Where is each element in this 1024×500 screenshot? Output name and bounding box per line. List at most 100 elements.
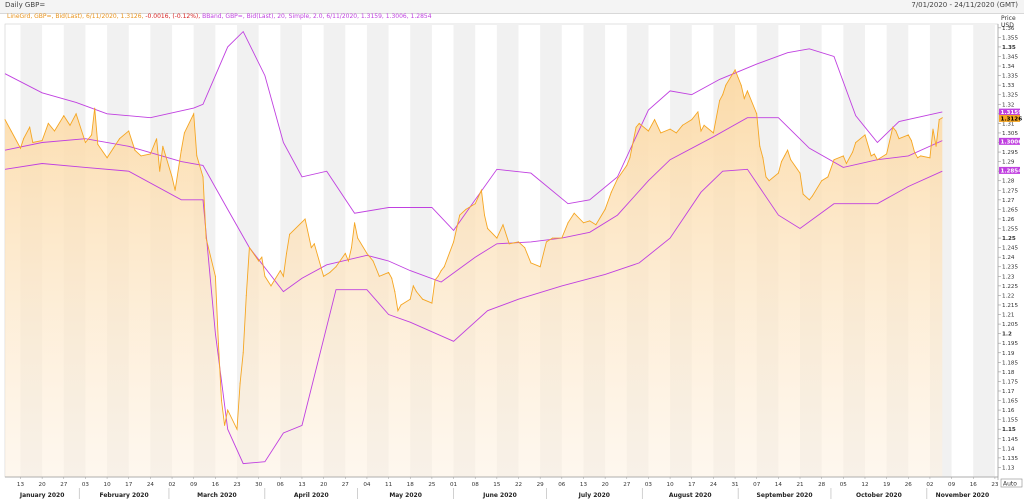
day-tick-label: 17 <box>688 482 696 488</box>
price-point <box>941 117 943 119</box>
price-point <box>75 113 77 115</box>
price-tick-label: 1.175 <box>1002 379 1018 385</box>
price-point <box>112 147 114 149</box>
price-axis-title: Price <box>1001 15 1016 22</box>
price-tick-label: 1.34 <box>1002 64 1015 70</box>
price-point <box>474 203 476 205</box>
price-axis-header: Price USD <box>1001 15 1016 29</box>
price-point <box>552 237 553 239</box>
price-point <box>224 424 226 426</box>
price-point <box>873 153 875 155</box>
price-point <box>654 119 656 121</box>
price-point <box>518 241 519 243</box>
day-tick-label: 07 <box>753 482 761 488</box>
price-point <box>180 149 182 151</box>
price-point <box>802 193 804 195</box>
day-tick-label: 10 <box>667 482 675 488</box>
price-point <box>917 157 919 159</box>
price-point <box>756 113 758 115</box>
price-point <box>647 130 649 132</box>
day-tick-label: 02 <box>168 482 175 488</box>
price-point <box>920 155 922 157</box>
time-axis[interactable]: 13 20 27 03 10 17 24 02 09 16 23 30 06 13 20 27 04 11 18 25… <box>5 476 999 499</box>
price-point <box>898 138 900 140</box>
price-point <box>310 247 312 249</box>
day-tick-label: 09 <box>948 482 956 488</box>
price-point <box>304 218 306 220</box>
price-point <box>69 124 71 126</box>
price-point <box>530 262 532 264</box>
price-tick-label: 1.275 <box>1002 188 1018 194</box>
price-point <box>508 243 510 245</box>
price-tick-label: 1.185 <box>1002 360 1018 366</box>
auto-scale-button[interactable]: Auto <box>1000 478 1023 488</box>
price-line <box>4 68 943 431</box>
price-point <box>722 94 724 96</box>
price-tick-label: 1.22 <box>1002 293 1014 299</box>
price-point <box>196 155 198 157</box>
price-point <box>174 189 176 191</box>
price-badge-label: 1.3006 <box>1001 139 1023 145</box>
price-axis-currency: USD <box>1001 22 1014 29</box>
price-point <box>366 252 368 254</box>
day-tick-label: 05 <box>840 482 848 488</box>
month-label: May 2020 <box>389 492 422 499</box>
price-tick-label: 1.135 <box>1002 456 1018 462</box>
price-point <box>604 208 606 210</box>
day-tick-label: 19 <box>883 482 891 488</box>
price-point <box>740 84 742 86</box>
price-point <box>759 145 761 147</box>
price-point <box>242 352 244 354</box>
price-point <box>545 241 547 243</box>
day-tick-label: 29 <box>537 482 545 488</box>
chart-title: Daily GBP= <box>5 1 46 9</box>
day-tick-label: 21 <box>796 482 804 488</box>
month-label: July 2020 <box>578 492 610 499</box>
price-point <box>781 161 782 163</box>
price-point <box>437 275 439 277</box>
price-point <box>737 77 739 78</box>
price-tick-label: 1.13 <box>1002 465 1015 471</box>
price-point <box>279 270 281 272</box>
price-point <box>852 151 854 153</box>
price-point <box>91 134 93 136</box>
price-point <box>286 252 287 254</box>
day-tick-label: 04 <box>363 482 371 488</box>
day-tick-label: 03 <box>645 482 653 488</box>
price-badge-label: 1.3159 <box>1001 110 1023 116</box>
price-point <box>777 172 779 174</box>
price-tick-label: 1.18 <box>1002 370 1015 376</box>
price-point <box>502 224 504 226</box>
chart-title-bar: Daily GBP= 7/01/2020 - 24/11/2020 (GMT) <box>0 0 1024 14</box>
legend-row: LineGrd, GBP=, Bid(Last), 6/11/2020, 1.3… <box>7 13 432 20</box>
price-tick-label: 1.335 <box>1002 74 1018 80</box>
day-tick-label: 06 <box>277 482 285 488</box>
price-tick-label: 1.25 <box>1002 236 1016 242</box>
price-point <box>183 132 185 134</box>
price-point <box>700 130 702 132</box>
price-point <box>799 172 801 174</box>
price-axis[interactable]: 1.36 1.355 1.35 1.345 1.34 1.335 1.33 1.325 1.32… <box>997 24 1023 488</box>
price-point <box>97 143 99 145</box>
price-point <box>10 130 12 132</box>
price-tick-label: 1.215 <box>1002 303 1018 309</box>
price-badge-bg <box>999 166 1020 174</box>
price-point <box>347 260 349 262</box>
price-point <box>4 119 6 121</box>
price-point <box>833 159 835 161</box>
price-point <box>378 275 380 277</box>
day-tick-label: 13 <box>17 482 25 488</box>
price-point <box>524 247 526 249</box>
price-point <box>719 100 721 101</box>
price-point <box>440 270 442 272</box>
price-point <box>23 138 25 140</box>
price-point <box>128 130 130 132</box>
price-tick-label: 1.32 <box>1002 102 1014 108</box>
price-point <box>422 298 424 300</box>
day-tick-label: 15 <box>493 482 501 488</box>
price-point <box>205 237 207 239</box>
price-point <box>443 266 445 268</box>
day-tick-label: 17 <box>125 482 133 488</box>
price-point <box>453 241 455 243</box>
